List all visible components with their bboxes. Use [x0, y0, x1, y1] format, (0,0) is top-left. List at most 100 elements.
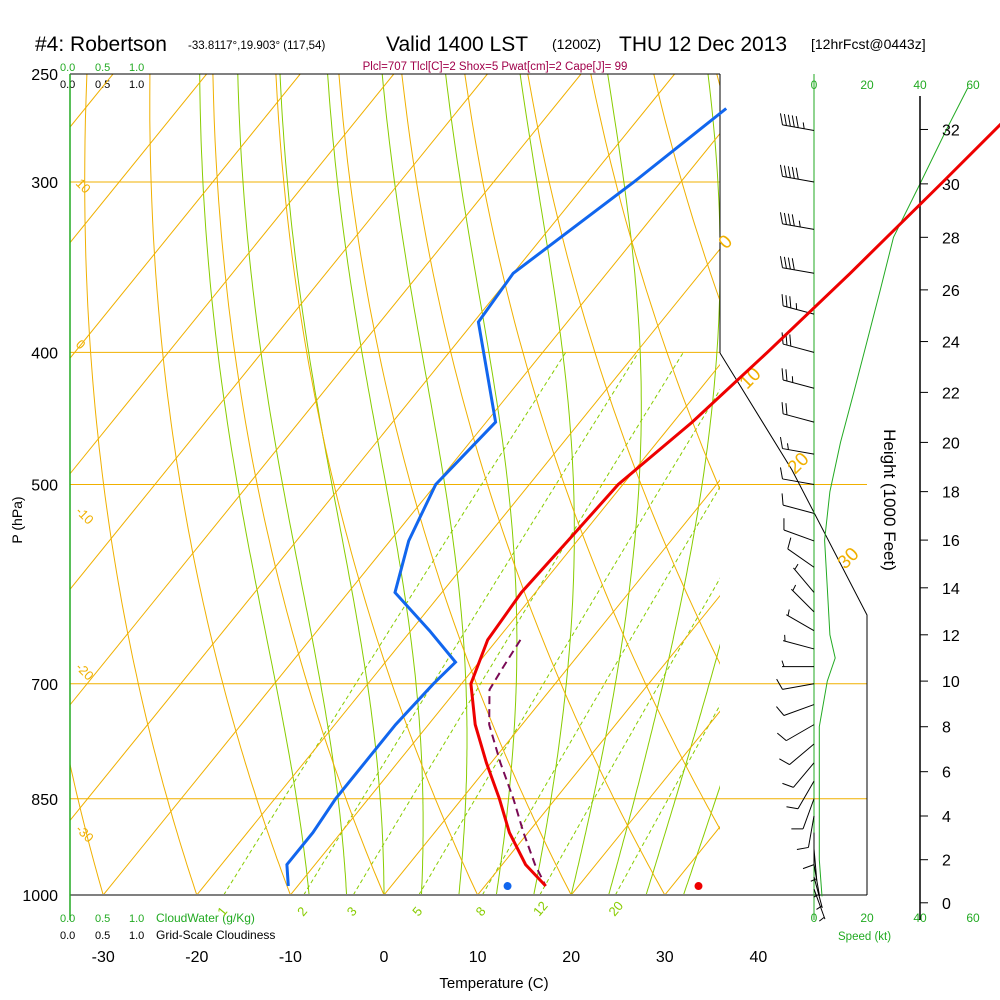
- surface-temperature-marker: [694, 882, 703, 891]
- isotherm-line: [290, 363, 720, 894]
- isotherm-label: 0: [715, 231, 737, 253]
- temperature-tick-label: -10: [279, 949, 302, 966]
- mixing-ratio-label: 8: [473, 904, 489, 919]
- wind-barb-staff: [813, 888, 826, 920]
- moist-adiabat-line: [279, 74, 385, 894]
- mixing-ratio-line: [615, 704, 720, 894]
- wind-barb: [779, 743, 815, 766]
- dry-adiabat-line: [401, 74, 665, 894]
- cloudiness-scale-label: 1.0: [129, 79, 144, 91]
- temperature-axis-title: Temperature (C): [439, 975, 548, 992]
- dry-adiabat-label: -20: [73, 660, 97, 684]
- height-tick-label: 22: [942, 385, 960, 402]
- sounding-traces: [285, 107, 1000, 891]
- wind-barb: [779, 436, 815, 455]
- valid-time: Valid 1400 LST: [386, 33, 528, 56]
- mixing-ratio-label: 12: [530, 898, 551, 919]
- isotherm-line: [70, 74, 675, 822]
- wind-barb: [786, 780, 815, 810]
- cloudwater-scale-label: 0.0: [60, 913, 75, 925]
- wind-barb-half-flag: [802, 122, 805, 129]
- mixing-ratio-label: 2: [294, 904, 310, 919]
- wind-barb-staff: [791, 588, 815, 613]
- cloudwater-scale-label: 0.5: [95, 913, 110, 925]
- wind-barb: [781, 493, 815, 514]
- wind-barb: [781, 368, 815, 389]
- dry-adiabat-line: [149, 74, 291, 894]
- wind-barb-flag: [802, 864, 815, 870]
- wind-barb-staff: [786, 614, 815, 632]
- wind-barb-flag: [781, 368, 784, 381]
- wind-barb-staff: [782, 267, 815, 274]
- speed-tick-label: 60: [966, 78, 980, 92]
- mixing-ratio-label: 5: [409, 904, 425, 919]
- moist-adiabat-line: [199, 74, 310, 894]
- height-tick-label: 32: [942, 122, 960, 139]
- speed-axis-title: Speed (kt): [838, 931, 891, 943]
- temperature-trace: [469, 122, 1000, 888]
- wind-barb-half-flag: [810, 878, 817, 882]
- wind-barb: [782, 634, 815, 650]
- wind-barb-flag: [791, 214, 795, 226]
- isotherm-line: [384, 479, 720, 894]
- wind-barb-staff: [813, 876, 823, 909]
- height-tick-label: 16: [942, 533, 960, 550]
- wind-barb-flag: [783, 256, 787, 269]
- mixing-ratio-line: [539, 577, 720, 894]
- height-tick-label: 10: [942, 674, 960, 691]
- isotherm-label: 30: [834, 544, 864, 574]
- wind-barb: [779, 164, 815, 183]
- wind-barb-flag: [789, 296, 792, 308]
- wind-barb-staff: [782, 683, 815, 690]
- cloudiness-scale-label: 0.5: [95, 930, 110, 942]
- dry-adiabat-line: [338, 74, 572, 894]
- moist-adiabat-line: [327, 74, 424, 894]
- isotherm-line: [70, 74, 582, 706]
- temperature-tick-label: 20: [562, 949, 580, 966]
- cloud-scale-bottom: 0.0 0.5 1.0 CloudWater (g/Kg) 0.0 0.5 1.…: [60, 911, 275, 942]
- dewpoint-trace: [285, 107, 728, 887]
- isotherm-lines: [0, 74, 720, 895]
- cloudiness-scale-label: 0.0: [60, 930, 75, 942]
- height-tick-label: 24: [942, 335, 960, 352]
- wind-barb-half-flag: [781, 660, 785, 667]
- speed-tick-label: 60: [966, 911, 980, 925]
- wind-barb: [783, 518, 815, 542]
- wind-barb-flag: [779, 256, 783, 268]
- isotherm-line: [0, 74, 19, 895]
- mixing-ratio-line: [482, 485, 720, 894]
- wind-barb: [813, 888, 826, 922]
- wind-barb: [787, 537, 815, 568]
- dry-adiabat-line: [527, 74, 720, 665]
- wind-barb-flag: [776, 678, 783, 690]
- wind-barb-half-flag: [798, 220, 801, 228]
- pressure-tick-label: 300: [31, 175, 58, 192]
- temperature-tick-label: -30: [92, 949, 115, 966]
- moist-adiabat-line: [645, 643, 720, 894]
- cloudiness-scale-label: 0.0: [60, 79, 75, 91]
- dry-adiabat-line: [84, 74, 197, 894]
- wind-barb: [813, 864, 821, 898]
- mixing-ratio-line: [303, 352, 639, 894]
- wind-barb-flag: [795, 116, 799, 128]
- height-axis-title: Height (1000 Feet): [880, 429, 899, 571]
- wind-barb-flag: [779, 436, 783, 449]
- cloudwater-scale-label: 1.0: [129, 913, 144, 925]
- dry-adiabat-line: [590, 74, 720, 491]
- wind-barb: [786, 609, 815, 632]
- dry-adiabat-line: [212, 74, 385, 894]
- wind-barb: [791, 584, 815, 613]
- height-tick-label: 4: [942, 809, 951, 826]
- speed-tick-label: 0: [811, 78, 818, 92]
- dry-adiabat-label: 0: [73, 337, 89, 353]
- wind-barbs: [776, 113, 826, 922]
- cloudwater-scale-label: 0.0: [60, 62, 75, 74]
- height-tick-label: 20: [942, 435, 960, 452]
- wind-barb-flag: [786, 806, 799, 810]
- wind-barb-staff: [786, 724, 815, 742]
- dry-adiabat-lines: [70, 74, 720, 894]
- wind-barb-flag: [782, 782, 794, 788]
- height-tick-label: 0: [942, 896, 951, 913]
- isotherm-line: [70, 74, 301, 360]
- wind-barb-flag: [785, 295, 788, 307]
